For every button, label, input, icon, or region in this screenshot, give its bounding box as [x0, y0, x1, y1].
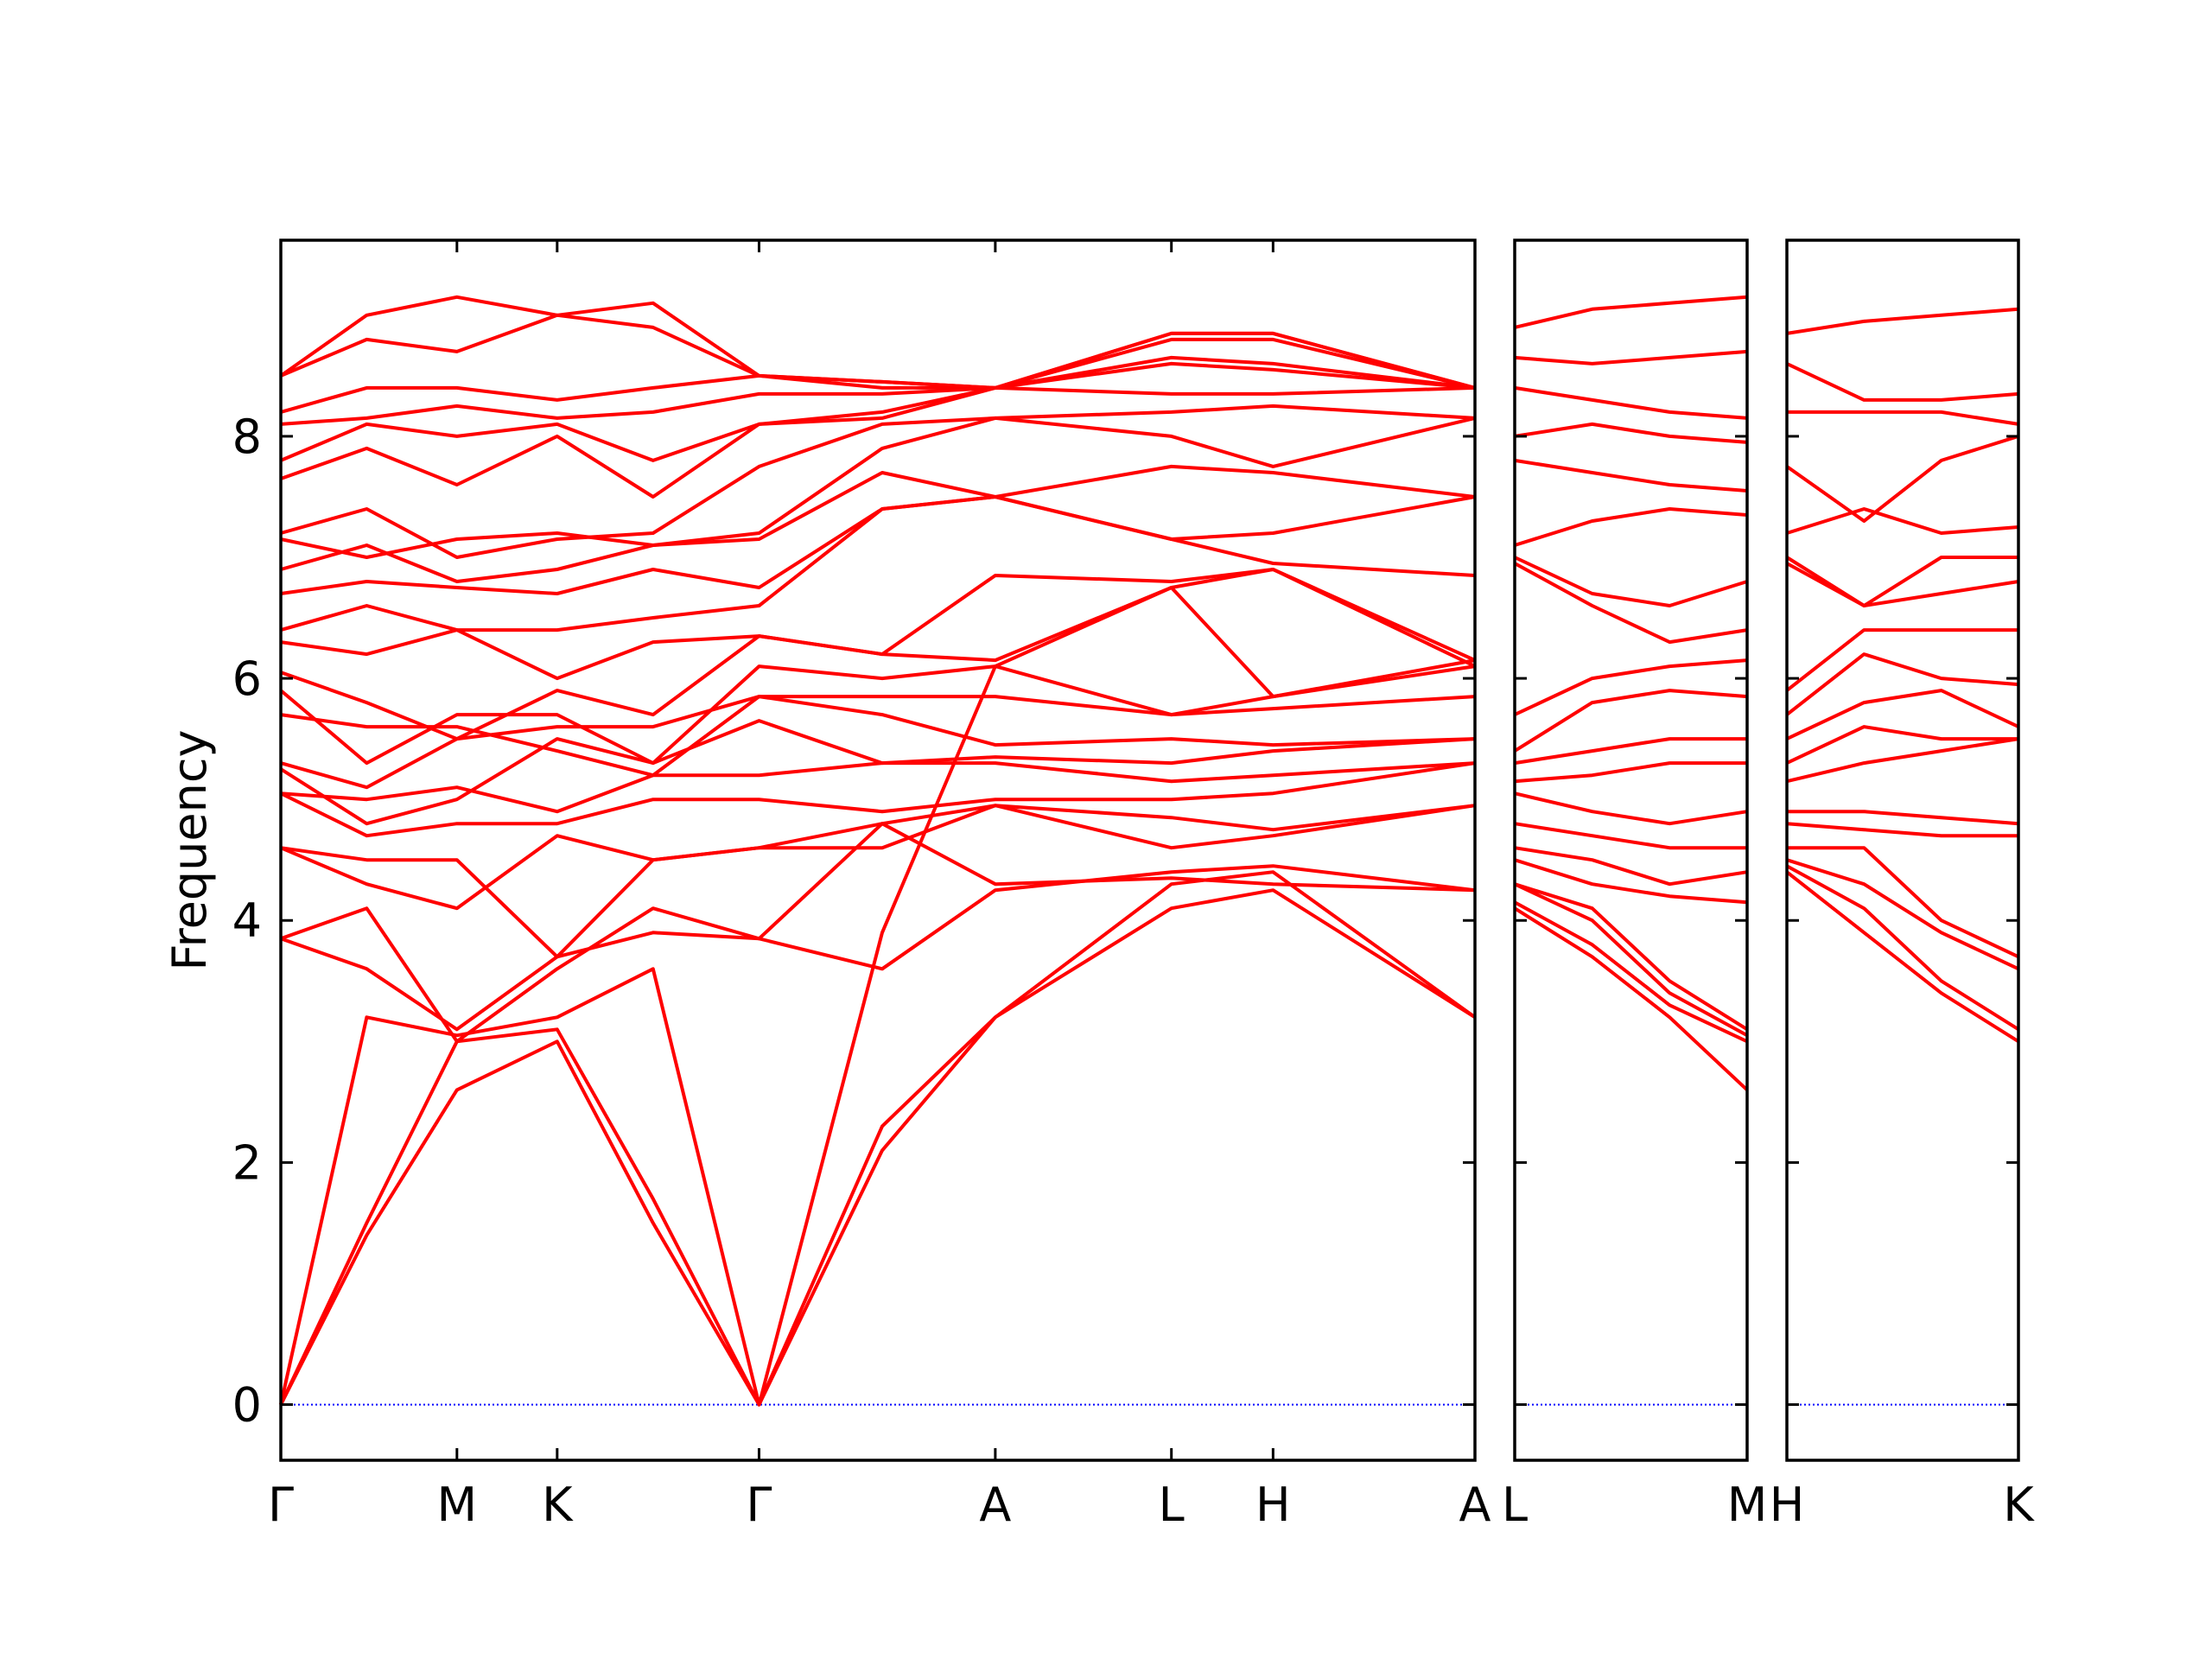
band-line [1787, 810, 2019, 826]
band-line [279, 568, 1476, 1407]
y-tick-label: 0 [232, 1378, 262, 1433]
x-tick-label: M [437, 1478, 478, 1532]
x-tick-label: H [1255, 1478, 1291, 1532]
band-line [1513, 906, 1749, 1091]
band-line [280, 495, 1476, 595]
band-line [1514, 858, 1748, 905]
band-line [1787, 846, 2019, 959]
band-line [280, 355, 1476, 426]
band-line [1785, 870, 2020, 1043]
band-line [280, 804, 1476, 959]
band-line [1785, 652, 2019, 716]
band-line [1514, 900, 1748, 1044]
band-line [1786, 725, 2018, 765]
y-tick-label: 8 [232, 410, 262, 464]
band-line [1786, 858, 2019, 971]
band-line [1514, 295, 1748, 329]
band-line [1513, 689, 1748, 753]
band-line [280, 385, 1476, 499]
band-line [1514, 882, 1748, 1038]
band-line [280, 361, 1476, 462]
band-line [279, 664, 1476, 766]
band-line [1514, 882, 1749, 1031]
band-line [1786, 689, 2019, 741]
band-line [1514, 422, 1748, 444]
band-line [280, 761, 1476, 838]
band-line [1514, 791, 1748, 826]
band-line [1514, 458, 1748, 493]
y-axis-label: Frequency [162, 730, 217, 971]
band-line [1786, 307, 2019, 335]
band-line [1786, 864, 2020, 1031]
band-line [1786, 362, 2019, 402]
band-line [1514, 349, 1748, 365]
x-tick-label: Γ [268, 1478, 294, 1532]
band-line [1785, 556, 2018, 607]
x-tick-label: A [1459, 1478, 1491, 1532]
band-line [1786, 507, 2019, 535]
band-line [280, 804, 1476, 911]
band-line [1785, 628, 2018, 692]
band-line [280, 313, 1476, 390]
band-line [1514, 822, 1747, 850]
x-tick-label: L [1159, 1478, 1185, 1532]
band-line [280, 822, 1476, 1032]
x-tick-label: L [1502, 1478, 1528, 1532]
band-line [1786, 562, 2019, 607]
band-line [1514, 556, 1748, 607]
band-line [280, 404, 1476, 559]
x-tick-label: A [979, 1478, 1011, 1532]
band-line [1514, 846, 1748, 887]
y-tick-label: 6 [232, 652, 262, 706]
y-tick-label: 4 [232, 893, 262, 948]
band-line [1514, 761, 1747, 784]
band-line [1514, 507, 1748, 547]
band-line [1514, 385, 1748, 420]
band-line [280, 761, 1476, 814]
band-line [1514, 658, 1748, 716]
band-line [280, 495, 1476, 632]
band-line [279, 295, 1476, 390]
x-tick-label: H [1770, 1478, 1805, 1532]
x-tick-label: M [1727, 1478, 1768, 1532]
band-line [280, 464, 1476, 583]
x-tick-label: Γ [746, 1478, 772, 1532]
plot-frame [1513, 238, 1749, 1462]
y-tick-label: 2 [232, 1135, 262, 1190]
band-line [1787, 410, 2019, 426]
band-line [279, 719, 1476, 826]
x-tick-label: K [2003, 1478, 2035, 1532]
band-line [1786, 822, 2018, 838]
plot-frame [1785, 238, 2020, 1462]
band-line [1786, 737, 2019, 784]
band-line [1514, 737, 1747, 766]
band-line [1785, 434, 2019, 523]
plot-frame [279, 238, 1477, 1462]
x-tick-label: K [542, 1478, 574, 1532]
band-line [280, 568, 1476, 681]
band-line [1514, 562, 1748, 645]
band-line [280, 416, 1476, 559]
